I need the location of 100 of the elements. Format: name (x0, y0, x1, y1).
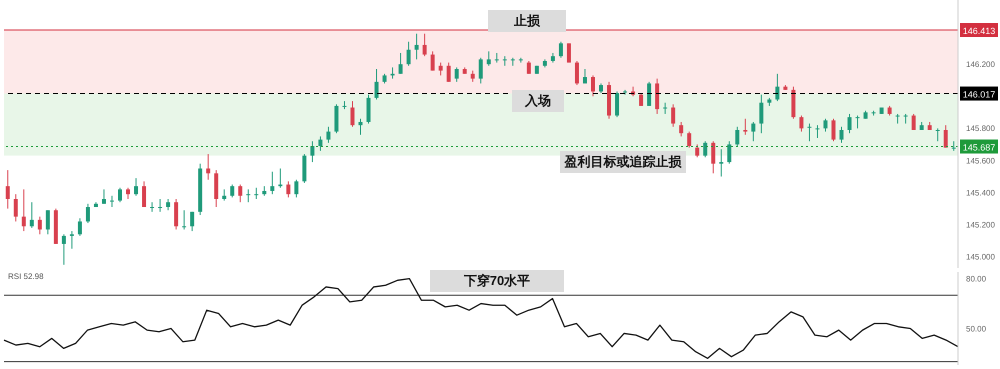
candlestick (262, 186, 266, 196)
candlestick (558, 41, 563, 58)
candlestick (639, 92, 644, 106)
candlestick (574, 60, 579, 86)
candlestick (663, 102, 668, 114)
candlestick (62, 234, 66, 266)
candlestick (775, 73, 780, 102)
candlestick (110, 195, 114, 208)
caption-box: 下穿70水平 (430, 270, 564, 292)
candlestick (270, 171, 274, 195)
candlestick (6, 170, 10, 210)
candlestick (254, 187, 258, 200)
candlestick (158, 198, 162, 212)
candlestick (190, 211, 194, 232)
candlestick (414, 33, 419, 60)
candlestick (230, 184, 234, 198)
candlestick (142, 180, 146, 208)
candlestick (182, 210, 186, 230)
candlestick (166, 198, 170, 211)
candlestick (22, 188, 26, 232)
candlestick (904, 113, 908, 124)
candlestick (823, 118, 828, 132)
candlestick (831, 118, 836, 142)
candlestick (238, 184, 242, 203)
annotation: RSI 52.98 (8, 272, 45, 281)
candlestick (438, 62, 443, 76)
candlestick (358, 118, 363, 136)
candlestick (759, 94, 764, 134)
y-tick-label: 145.800 (966, 124, 996, 134)
candlestick (398, 52, 403, 74)
candlestick (936, 128, 940, 142)
candlestick (896, 113, 900, 124)
candlestick (671, 104, 676, 128)
candlestick (150, 202, 154, 212)
candlestick (278, 168, 282, 188)
candlestick (430, 50, 435, 72)
candlestick (719, 148, 724, 178)
candlestick (454, 66, 459, 82)
ref-line-label: 146.017 (962, 90, 996, 100)
candlestick (727, 140, 732, 164)
candlestick (799, 115, 804, 132)
candlestick (470, 70, 475, 82)
candlestick (350, 100, 354, 128)
candlestick (695, 144, 700, 158)
candlestick (78, 218, 82, 236)
candlestick (856, 115, 860, 129)
candlestick (310, 140, 314, 163)
candlestick (582, 68, 587, 84)
candlestick (446, 62, 451, 82)
candlestick (286, 180, 290, 198)
candlestick (888, 105, 892, 116)
candlestick (952, 140, 956, 152)
y-tick-label: 145.600 (966, 156, 996, 166)
candlestick (86, 203, 90, 224)
candlestick (494, 52, 499, 64)
candlestick (422, 33, 427, 57)
candlestick (126, 187, 130, 200)
candlestick (222, 188, 226, 202)
candlestick (711, 140, 716, 174)
candlestick (478, 57, 483, 84)
candlestick (815, 124, 820, 139)
candlestick (318, 136, 322, 152)
candlestick (30, 202, 34, 228)
candlestick (134, 178, 138, 196)
candlestick (294, 179, 298, 198)
caption-box: 盈利目标或追踪止损 (560, 151, 686, 173)
y-tick-label: 145.200 (966, 220, 996, 230)
candlestick (246, 188, 250, 203)
candlestick (382, 73, 387, 84)
candlestick (406, 41, 411, 66)
candlestick (735, 126, 740, 147)
ref-line-label: 145.687 (962, 142, 996, 153)
candlestick (647, 81, 652, 106)
candlestick (615, 90, 620, 118)
candlestick (486, 50, 491, 66)
candlestick (38, 216, 42, 235)
candlestick (550, 52, 555, 64)
candlestick (70, 230, 74, 250)
candlestick (118, 187, 122, 203)
candlestick (599, 82, 604, 94)
y-tick-label: 50.00 (966, 324, 987, 334)
candlestick (743, 118, 748, 136)
y-tick-label: 146.200 (966, 60, 996, 70)
candlestick (590, 74, 595, 97)
caption-box: 止损 (488, 10, 566, 32)
caption-box: 入场 (512, 90, 564, 112)
candlestick (807, 123, 812, 142)
candlestick (944, 124, 948, 148)
ref-line-label: 146.413 (962, 26, 996, 36)
y-tick-label: 145.000 (966, 252, 996, 262)
candlestick (679, 121, 684, 137)
candlestick (46, 210, 50, 235)
candlestick (526, 60, 531, 74)
y-tick-label: 145.400 (966, 188, 996, 198)
candlestick (912, 113, 916, 130)
candlestick (687, 131, 692, 148)
candlestick (848, 113, 852, 134)
candlestick (326, 126, 330, 144)
candlestick (751, 121, 756, 142)
candlestick (502, 56, 507, 66)
